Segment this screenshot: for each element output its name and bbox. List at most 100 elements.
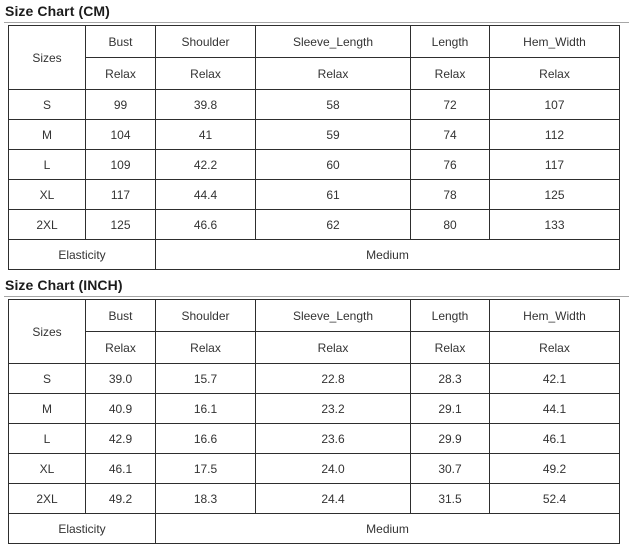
size-chart-inch-table: Sizes Bust Shoulder Sleeve_Length Length… — [8, 299, 620, 544]
value-cell: 125 — [489, 179, 620, 210]
relax-cell: Relax — [255, 331, 411, 364]
size-row-s: S 39.0 15.7 22.8 28.3 42.1 — [8, 363, 620, 394]
value-cell: 24.4 — [255, 483, 411, 514]
col-header-length: Length — [410, 25, 490, 58]
value-cell: 58 — [255, 89, 411, 120]
column-header-row: Sizes Bust Shoulder Sleeve_Length Length… — [8, 25, 620, 90]
value-cell: 44.1 — [489, 393, 620, 424]
relax-cell: Relax — [155, 57, 256, 90]
value-cell: 49.2 — [85, 483, 156, 514]
value-cell: 23.2 — [255, 393, 411, 424]
value-cell: 99 — [85, 89, 156, 120]
relax-cell: Relax — [85, 57, 156, 90]
value-cell: 44.4 — [155, 179, 256, 210]
value-cell: 24.0 — [255, 453, 411, 484]
relax-header-row: Relax Relax Relax Relax Relax — [9, 331, 620, 364]
value-cell: 59 — [255, 119, 411, 150]
elasticity-row: Elasticity Medium — [8, 513, 620, 544]
sizes-header-cell: Sizes — [8, 25, 86, 90]
value-cell: 74 — [410, 119, 490, 150]
value-cell: 117 — [85, 179, 156, 210]
size-chart-inch-title: Size Chart (INCH) — [4, 276, 629, 297]
size-chart-inch-section: Size Chart (INCH) Sizes Bust Shoulder Sl… — [4, 276, 629, 544]
col-header-bust: Bust — [85, 25, 156, 58]
value-cell: 76 — [410, 149, 490, 180]
size-chart-cm-title: Size Chart (CM) — [4, 2, 629, 23]
col-header-hem-width: Hem_Width — [489, 25, 620, 58]
value-cell: 16.1 — [155, 393, 256, 424]
value-cell: 40.9 — [85, 393, 156, 424]
elasticity-label-cell: Elasticity — [8, 239, 156, 270]
col-header-length: Length — [410, 299, 490, 332]
value-cell: 46.6 — [155, 209, 256, 240]
size-row-s: S 99 39.8 58 72 107 — [8, 89, 620, 120]
relax-cell: Relax — [255, 57, 411, 90]
value-cell: 80 — [410, 209, 490, 240]
relax-cell: Relax — [489, 57, 620, 90]
size-chart-cm-table: Sizes Bust Shoulder Sleeve_Length Length… — [8, 25, 620, 270]
size-cell: S — [8, 363, 86, 394]
size-row-l: L 42.9 16.6 23.6 29.9 46.1 — [8, 423, 620, 454]
value-cell: 29.9 — [410, 423, 490, 454]
value-cell: 62 — [255, 209, 411, 240]
value-cell: 104 — [85, 119, 156, 150]
size-row-m: M 104 41 59 74 112 — [8, 119, 620, 150]
value-cell: 78 — [410, 179, 490, 210]
value-cell: 39.8 — [155, 89, 256, 120]
elasticity-value-cell: Medium — [155, 513, 620, 544]
value-cell: 133 — [489, 209, 620, 240]
value-cell: 117 — [489, 149, 620, 180]
size-cell: M — [8, 393, 86, 424]
relax-cell: Relax — [410, 57, 490, 90]
size-row-m: M 40.9 16.1 23.2 29.1 44.1 — [8, 393, 620, 424]
elasticity-value-cell: Medium — [155, 239, 620, 270]
relax-cell: Relax — [489, 331, 620, 364]
col-header-bust: Bust — [85, 299, 156, 332]
size-chart-cm-section: Size Chart (CM) Sizes Bust Shoulder Slee… — [4, 2, 629, 270]
relax-cell: Relax — [410, 331, 490, 364]
size-row-xl: XL 46.1 17.5 24.0 30.7 49.2 — [8, 453, 620, 484]
size-cell: 2XL — [8, 209, 86, 240]
value-cell: 23.6 — [255, 423, 411, 454]
size-cell: L — [8, 149, 86, 180]
size-cell: S — [8, 89, 86, 120]
value-cell: 109 — [85, 149, 156, 180]
relax-cell: Relax — [155, 331, 256, 364]
value-cell: 29.1 — [410, 393, 490, 424]
value-cell: 42.2 — [155, 149, 256, 180]
value-cell: 42.1 — [489, 363, 620, 394]
value-cell: 22.8 — [255, 363, 411, 394]
value-cell: 46.1 — [85, 453, 156, 484]
size-row-l: L 109 42.2 60 76 117 — [8, 149, 620, 180]
size-cell: XL — [8, 453, 86, 484]
value-cell: 42.9 — [85, 423, 156, 454]
value-cell: 61 — [255, 179, 411, 210]
value-cell: 28.3 — [410, 363, 490, 394]
sizes-header-cell: Sizes — [8, 299, 86, 364]
size-cell: XL — [8, 179, 86, 210]
value-cell: 16.6 — [155, 423, 256, 454]
value-cell: 60 — [255, 149, 411, 180]
value-cell: 39.0 — [85, 363, 156, 394]
size-cell: M — [8, 119, 86, 150]
col-header-sleeve-length: Sleeve_Length — [255, 299, 411, 332]
size-cell: 2XL — [8, 483, 86, 514]
value-cell: 125 — [85, 209, 156, 240]
value-cell: 112 — [489, 119, 620, 150]
value-cell: 52.4 — [489, 483, 620, 514]
size-row-2xl: 2XL 125 46.6 62 80 133 — [8, 209, 620, 240]
size-cell: L — [8, 423, 86, 454]
value-cell: 31.5 — [410, 483, 490, 514]
col-header-hem-width: Hem_Width — [489, 299, 620, 332]
value-cell: 72 — [410, 89, 490, 120]
size-row-2xl: 2XL 49.2 18.3 24.4 31.5 52.4 — [8, 483, 620, 514]
value-cell: 46.1 — [489, 423, 620, 454]
relax-cell: Relax — [85, 331, 156, 364]
value-cell: 18.3 — [155, 483, 256, 514]
elasticity-row: Elasticity Medium — [8, 239, 620, 270]
column-header-row: Sizes Bust Shoulder Sleeve_Length Length… — [8, 299, 620, 364]
col-header-sleeve-length: Sleeve_Length — [255, 25, 411, 58]
value-cell: 49.2 — [489, 453, 620, 484]
value-cell: 15.7 — [155, 363, 256, 394]
